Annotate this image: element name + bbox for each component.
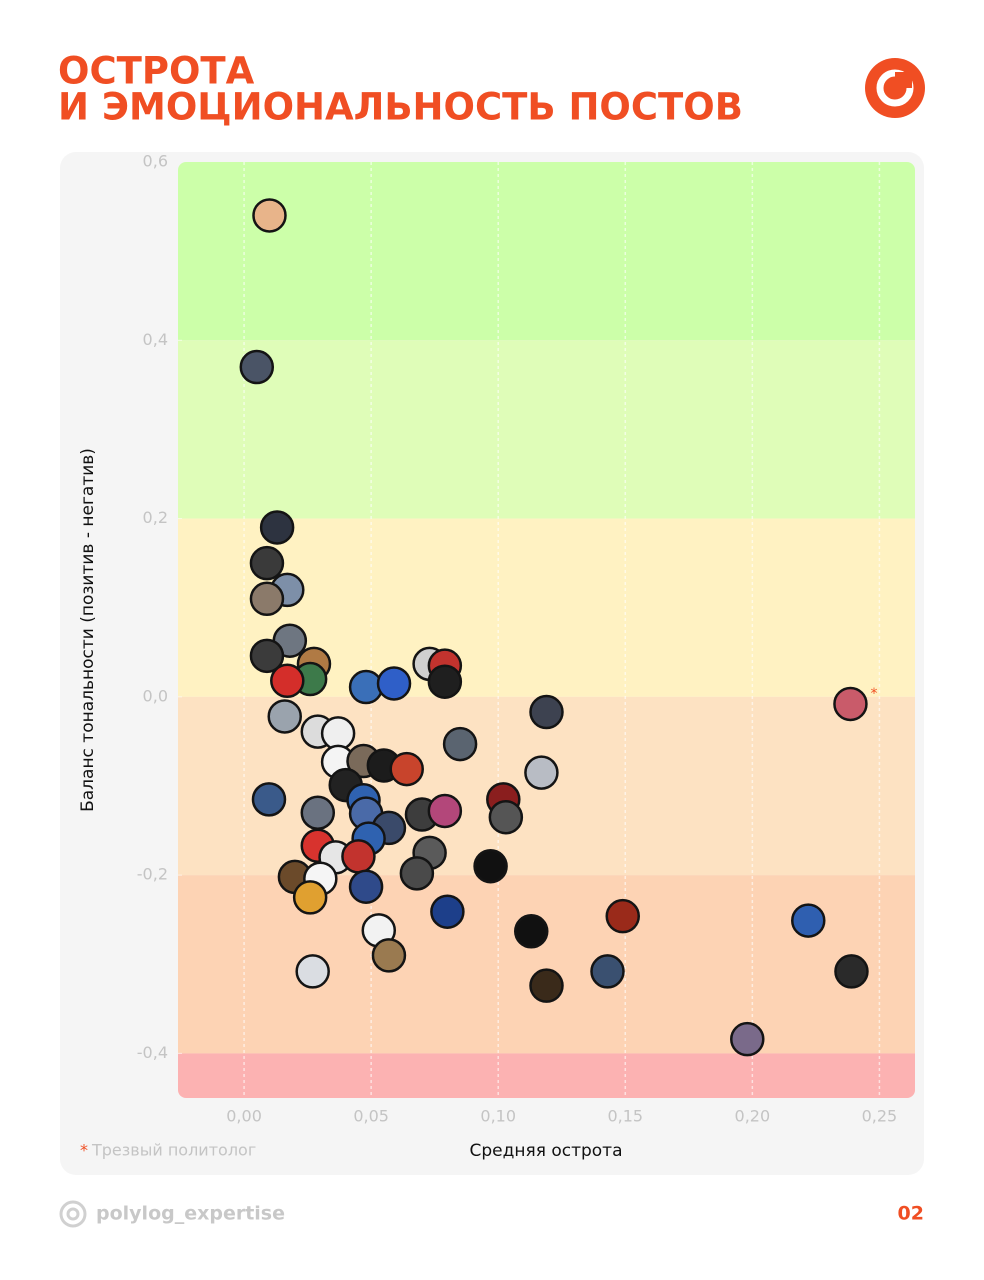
point: [249, 581, 285, 617]
point: [488, 799, 524, 835]
point: [605, 898, 640, 934]
point: [252, 198, 287, 233]
point: [834, 954, 869, 989]
point: [833, 686, 868, 722]
point: [348, 869, 384, 904]
x-tick-label: 0,25: [862, 1107, 898, 1126]
point: [292, 880, 328, 915]
band: [178, 340, 915, 519]
footnote-marker: *: [80, 1141, 88, 1160]
point: [239, 349, 275, 385]
y-tick-label: -0,2: [137, 865, 168, 884]
point: [473, 848, 508, 884]
point: [442, 726, 478, 762]
footer-handle: polylog_expertise: [96, 1203, 285, 1225]
point: [267, 699, 302, 734]
point: [399, 856, 435, 891]
point: [590, 954, 625, 989]
point: [249, 638, 285, 674]
band: [178, 875, 915, 1054]
point: [270, 663, 305, 699]
point: [730, 1021, 765, 1057]
y-axis-label: Баланс тональности (позитив - негатив): [78, 448, 98, 812]
annotation-marker: *: [870, 686, 877, 702]
logo: [865, 58, 925, 118]
x-tick-label: 0,15: [607, 1107, 643, 1126]
point: [251, 782, 287, 817]
point: [430, 894, 465, 929]
point: [529, 968, 564, 1003]
point: [427, 793, 463, 829]
point: [249, 545, 285, 581]
y-tick-label: 0,4: [143, 330, 168, 349]
title-line: И ЭМОЦИОНАЛЬНОСТЬ ПОСТОВ: [58, 86, 743, 129]
y-tick-label: 0,0: [143, 686, 168, 705]
point: [259, 510, 295, 545]
point: [295, 954, 330, 989]
x-tick-label: 0,05: [353, 1107, 389, 1126]
band: [178, 162, 915, 341]
y-tick-label: 0,6: [143, 152, 168, 171]
footnote: Трезвый политолог: [91, 1141, 256, 1160]
point: [791, 903, 826, 938]
x-tick-label: 0,20: [735, 1107, 771, 1126]
point: [376, 666, 412, 701]
x-tick-label: 0,10: [480, 1107, 516, 1126]
point: [427, 664, 463, 699]
x-axis-label: Средняя острота: [469, 1141, 622, 1161]
footer-logo: [59, 1200, 87, 1228]
x-tick-label: 0,00: [226, 1107, 262, 1126]
point: [524, 755, 559, 790]
y-tick-label: -0,4: [137, 1043, 168, 1062]
point: [389, 751, 424, 787]
point: [514, 914, 549, 949]
y-tick-label: 0,2: [143, 508, 168, 527]
point: [300, 795, 336, 830]
band: [178, 1053, 915, 1098]
point: [320, 716, 356, 751]
point: [341, 839, 376, 874]
title-line: ОСТРОТА: [58, 50, 255, 93]
point: [529, 694, 564, 730]
page-number: 02: [898, 1203, 924, 1225]
point: [371, 938, 407, 973]
